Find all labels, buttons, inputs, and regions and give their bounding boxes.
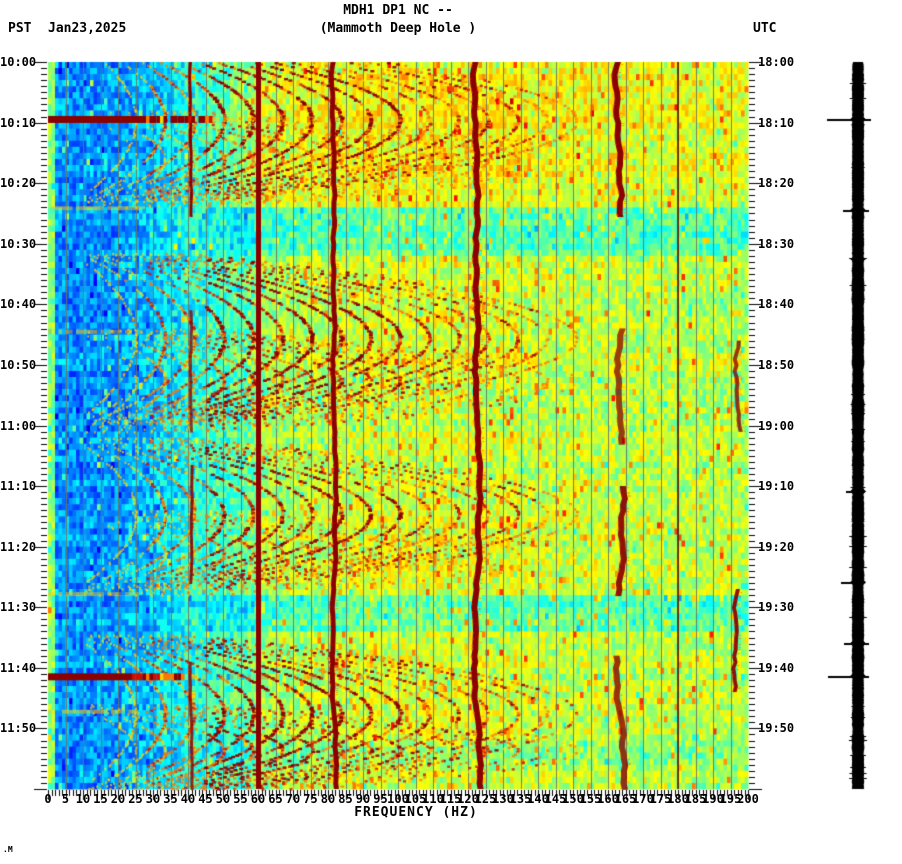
- time-label-utc: 18:30: [758, 236, 795, 251]
- time-label-pst: 11:20: [0, 539, 37, 554]
- freq-tick-label: 195: [719, 792, 742, 806]
- freq-tick-label: 105: [404, 792, 427, 806]
- freq-tick-label: 5: [61, 792, 70, 806]
- time-label-pst: 11:10: [0, 479, 37, 494]
- time-label-utc: 19:30: [758, 600, 795, 615]
- freq-tick-label: 150: [562, 792, 584, 806]
- freq-tick-label: 165: [614, 792, 637, 806]
- time-label-utc: 18:50: [758, 357, 795, 372]
- freq-tick-label: 20: [110, 792, 126, 806]
- time-label-pst: 11:00: [0, 418, 37, 433]
- freq-tick-label: 45: [198, 792, 213, 806]
- freq-tick-label: 50: [215, 792, 231, 806]
- freq-tick-label: 80: [320, 792, 336, 806]
- time-label-pst: 10:00: [0, 55, 37, 69]
- freq-tick-label: 130: [492, 792, 514, 806]
- frequency-axis-title: FREQUENCY (HZ): [354, 805, 478, 820]
- freq-tick-label: 180: [667, 792, 689, 806]
- freq-tick-label: 190: [702, 792, 724, 806]
- freq-tick-label: 10: [75, 792, 91, 806]
- freq-tick-label: 135: [509, 792, 532, 806]
- freq-tick-label: 40: [180, 792, 196, 806]
- freq-tick-label: 60: [250, 792, 266, 806]
- time-label-pst: 11:50: [0, 721, 37, 736]
- freq-tick-label: 100: [387, 792, 409, 806]
- freq-tick-label: 15: [93, 792, 108, 806]
- freq-tick-label: 75: [303, 792, 318, 806]
- timezone-left-label: PST: [8, 21, 32, 36]
- time-label-pst: 10:50: [0, 357, 37, 372]
- freq-tick-label: 185: [684, 792, 707, 806]
- freq-tick-label: 140: [527, 792, 549, 806]
- time-label-utc: 19:40: [758, 660, 795, 675]
- freq-tick-label: 65: [268, 792, 283, 806]
- freq-tick-label: 155: [579, 792, 602, 806]
- freq-tick-label: 0: [44, 792, 52, 806]
- freq-tick-label: 170: [632, 792, 654, 806]
- time-label-pst: 10:10: [0, 115, 37, 130]
- freq-tick-label: 125: [474, 792, 497, 806]
- time-label-utc: 19:50: [758, 721, 795, 736]
- time-label-utc: 18:00: [758, 55, 795, 69]
- time-label-utc: 19:10: [758, 479, 795, 494]
- timezone-right-label: UTC: [753, 21, 777, 36]
- corner-mark: .M: [3, 845, 13, 854]
- time-label-utc: 19:00: [758, 418, 795, 433]
- freq-tick-label: 35: [163, 792, 178, 806]
- time-label-utc: 18:20: [758, 176, 795, 191]
- time-label-utc: 18:40: [758, 297, 795, 312]
- time-label-pst: 11:30: [0, 600, 37, 615]
- station-title: MDH1 DP1 NC --: [343, 3, 453, 18]
- freq-tick-label: 85: [338, 792, 353, 806]
- time-label-pst: 10:40: [0, 297, 37, 312]
- freq-tick-label: 120: [457, 792, 479, 806]
- time-label-utc: 19:20: [758, 539, 795, 554]
- freq-tick-label: 115: [439, 792, 462, 806]
- freq-tick-label: 55: [233, 792, 248, 806]
- freq-tick-label: 110: [422, 792, 444, 806]
- freq-tick-label: 25: [128, 792, 143, 806]
- time-label-pst: 11:40: [0, 660, 37, 675]
- date-label: Jan23,2025: [48, 21, 127, 36]
- freq-tick-label: 95: [373, 792, 388, 806]
- freq-tick-label: 90: [355, 792, 371, 806]
- station-subtitle: (Mammoth Deep Hole ): [319, 21, 477, 36]
- freq-tick-label: 70: [285, 792, 301, 806]
- freq-tick-label: 175: [649, 792, 672, 806]
- time-label-utc: 18:10: [758, 115, 795, 130]
- freq-tick-label: 30: [145, 792, 161, 806]
- time-label-pst: 10:20: [0, 176, 37, 191]
- freq-tick-label: 200: [737, 792, 759, 806]
- freq-tick-label: 145: [544, 792, 567, 806]
- time-label-pst: 10:30: [0, 236, 37, 251]
- freq-tick-label: 160: [597, 792, 619, 806]
